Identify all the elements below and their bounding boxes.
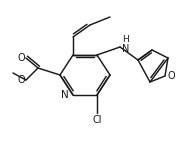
Text: N: N [61,90,69,100]
Text: N: N [122,44,129,54]
Text: O: O [17,75,25,85]
Text: H: H [122,35,129,44]
Text: Cl: Cl [92,115,102,125]
Text: O: O [17,53,25,63]
Text: O: O [168,71,176,81]
